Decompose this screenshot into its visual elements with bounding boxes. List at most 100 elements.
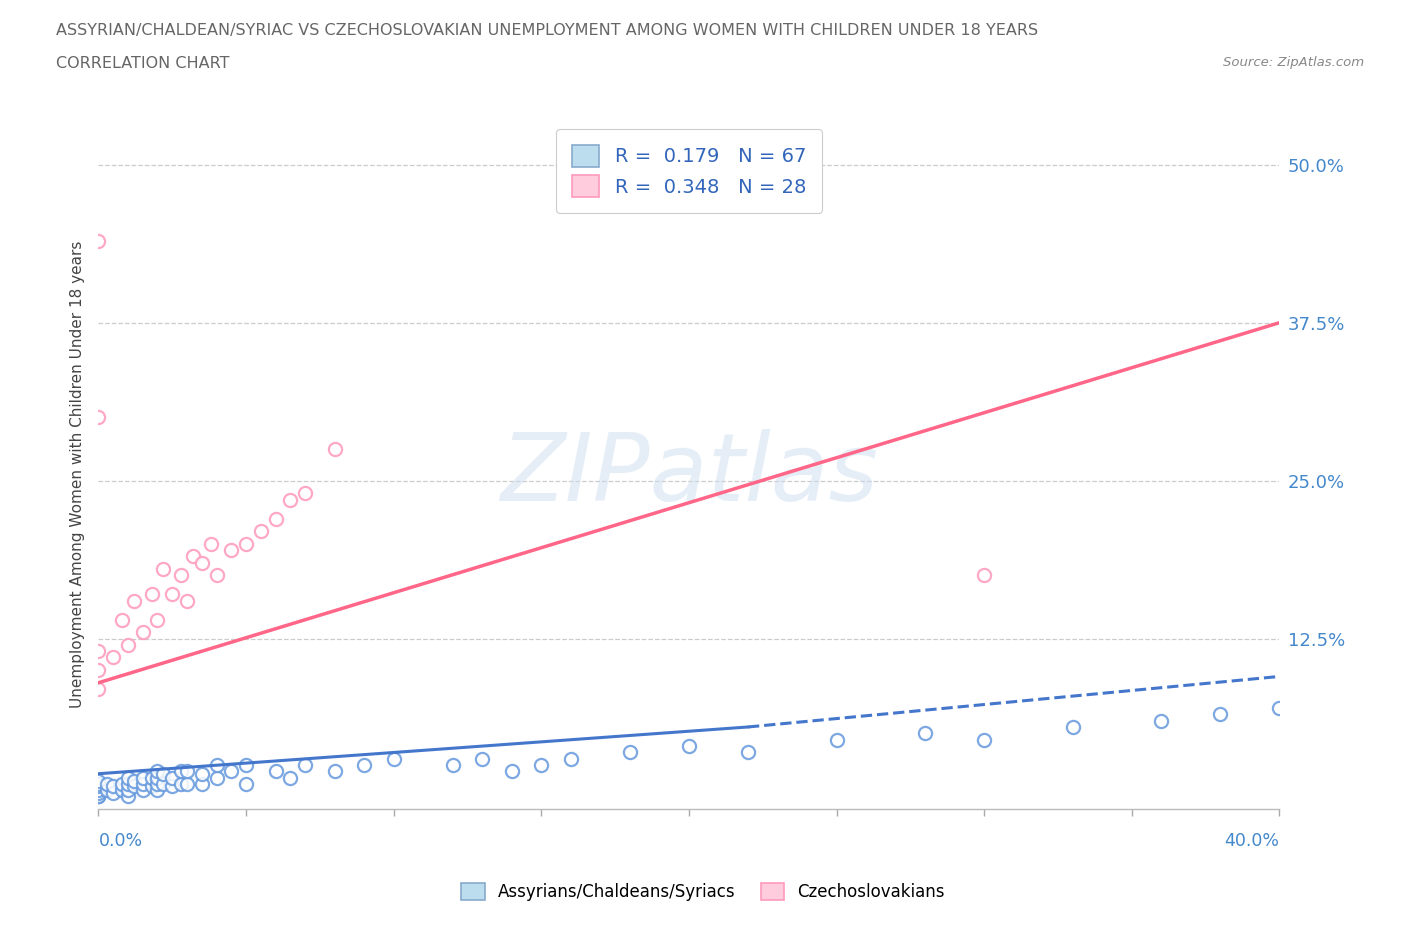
Point <box>141 779 163 794</box>
Point <box>87 774 110 789</box>
Point <box>219 764 242 778</box>
Point <box>103 779 125 794</box>
Point <box>205 568 228 583</box>
Point <box>111 783 134 798</box>
Point <box>146 777 169 791</box>
Point <box>162 779 183 794</box>
Text: ZIPatlas: ZIPatlas <box>501 429 877 520</box>
Point <box>1150 713 1173 728</box>
Point <box>162 770 183 785</box>
Point <box>87 789 110 804</box>
Text: Source: ZipAtlas.com: Source: ZipAtlas.com <box>1223 56 1364 69</box>
Point <box>170 568 193 583</box>
Point <box>737 745 759 760</box>
Point <box>170 764 193 778</box>
Point <box>146 764 169 778</box>
Point <box>191 555 214 570</box>
Point <box>152 562 174 577</box>
Point <box>235 757 257 772</box>
Point <box>87 783 110 798</box>
Point <box>973 732 995 747</box>
Point <box>530 757 553 772</box>
Point <box>87 785 110 800</box>
Point <box>382 751 405 766</box>
Text: ASSYRIAN/CHALDEAN/SYRIAC VS CZECHOSLOVAKIAN UNEMPLOYMENT AMONG WOMEN WITH CHILDR: ASSYRIAN/CHALDEAN/SYRIAC VS CZECHOSLOVAK… <box>56 23 1039 38</box>
Point <box>87 233 110 248</box>
Point <box>278 770 302 785</box>
Point <box>87 777 110 791</box>
Point <box>152 766 174 781</box>
Point <box>96 777 118 791</box>
Point <box>87 783 110 798</box>
Point <box>973 568 995 583</box>
Point <box>250 524 273 538</box>
Point <box>146 770 169 785</box>
Point <box>1062 720 1084 735</box>
Point <box>181 549 204 564</box>
Point <box>501 764 523 778</box>
Point <box>294 485 316 500</box>
Point <box>191 777 214 791</box>
Point <box>176 764 198 778</box>
Point <box>87 789 110 804</box>
Point <box>132 783 155 798</box>
Point <box>87 644 110 658</box>
Point <box>825 732 848 747</box>
Point <box>200 537 222 551</box>
Point <box>96 783 118 798</box>
Point <box>146 783 169 798</box>
Point <box>235 537 257 551</box>
Point <box>294 757 316 772</box>
Point <box>264 764 287 778</box>
Point <box>87 789 110 804</box>
Point <box>1209 707 1232 722</box>
Point <box>111 777 134 791</box>
Point <box>87 779 110 794</box>
Point <box>1268 700 1291 715</box>
Point <box>176 593 198 608</box>
Point <box>471 751 494 766</box>
Point <box>87 663 110 678</box>
Point <box>278 492 302 507</box>
Point <box>117 770 139 785</box>
Point <box>152 777 174 791</box>
Point <box>205 757 228 772</box>
Point <box>103 785 125 800</box>
Point <box>176 777 198 791</box>
Point <box>264 512 287 526</box>
Point <box>122 593 145 608</box>
Y-axis label: Unemployment Among Women with Children Under 18 years: Unemployment Among Women with Children U… <box>69 241 84 708</box>
Point <box>170 777 193 791</box>
Point <box>353 757 375 772</box>
Point <box>914 725 936 740</box>
Point <box>162 587 183 602</box>
Point <box>441 757 464 772</box>
Point <box>219 543 242 558</box>
Point <box>132 770 155 785</box>
Point <box>132 625 155 640</box>
Point <box>191 766 214 781</box>
Legend: R =  0.179   N = 67, R =  0.348   N = 28: R = 0.179 N = 67, R = 0.348 N = 28 <box>557 129 821 213</box>
Point <box>132 777 155 791</box>
Point <box>205 770 228 785</box>
Text: CORRELATION CHART: CORRELATION CHART <box>56 56 229 71</box>
Point <box>117 637 139 652</box>
Point <box>560 751 582 766</box>
Legend: Assyrians/Chaldeans/Syriacs, Czechoslovakians: Assyrians/Chaldeans/Syriacs, Czechoslova… <box>454 876 952 908</box>
Point <box>117 777 139 791</box>
Point <box>117 783 139 798</box>
Point <box>678 738 700 753</box>
Point <box>323 764 346 778</box>
Point <box>141 587 163 602</box>
Point <box>141 770 163 785</box>
Point <box>117 789 139 804</box>
Point <box>235 777 257 791</box>
Point <box>87 682 110 697</box>
Point <box>619 745 641 760</box>
Point <box>87 410 110 425</box>
Text: 40.0%: 40.0% <box>1225 832 1279 850</box>
Point <box>122 774 145 789</box>
Point <box>146 612 169 627</box>
Point <box>87 785 110 800</box>
Point <box>103 650 125 665</box>
